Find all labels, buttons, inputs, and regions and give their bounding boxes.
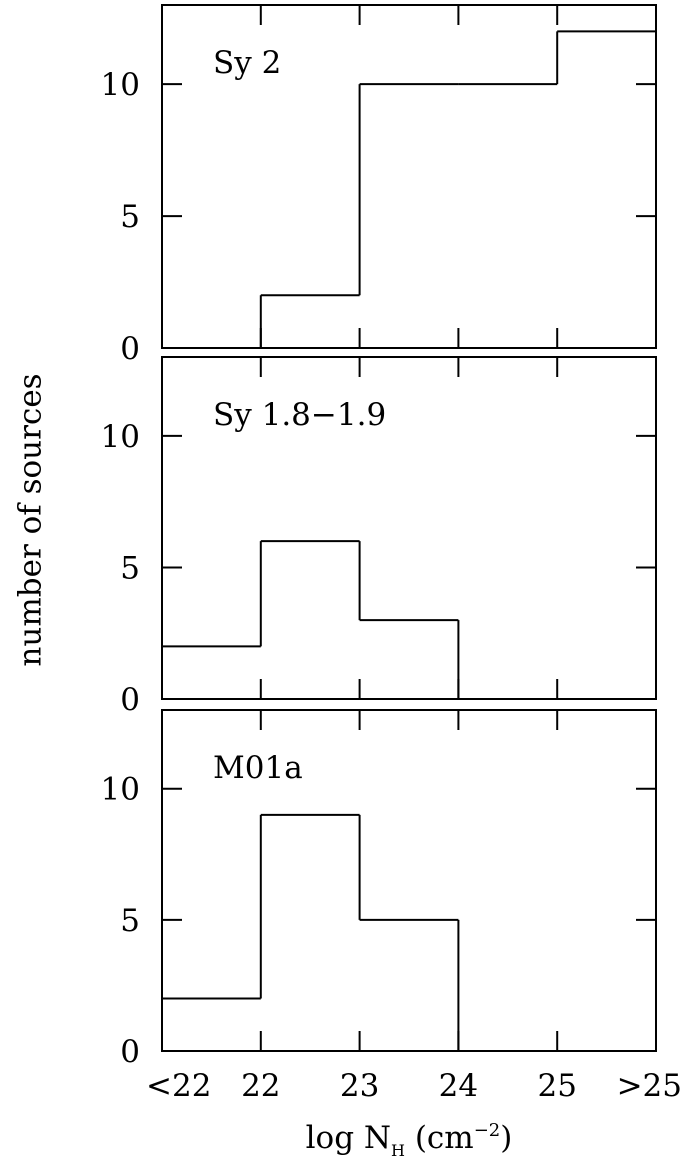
panel-label: M01a <box>213 750 303 786</box>
panel-label: Sy 2 <box>213 45 281 81</box>
x-tick-label: <22 <box>146 1068 211 1104</box>
y-tick-label: 5 <box>120 903 140 939</box>
panel-frame <box>161 709 657 1052</box>
y-tick-label: 5 <box>120 199 140 235</box>
y-axis-label: number of sources <box>13 373 49 666</box>
x-axis-label: log NH (cm−2) <box>306 1120 513 1160</box>
x-tick-label: 24 <box>439 1068 478 1104</box>
x-tick-label: 22 <box>241 1068 280 1104</box>
x-tick-label: 25 <box>537 1068 576 1104</box>
y-tick-label: 0 <box>120 331 140 367</box>
x-label-sub: H <box>391 1141 405 1160</box>
x-label-part: ) <box>500 1120 512 1156</box>
x-label-sup: −2 <box>474 1120 501 1141</box>
y-tick-label: 5 <box>120 550 140 586</box>
y-tick-label: 10 <box>101 67 140 103</box>
panel-frame <box>161 356 657 700</box>
y-tick-label: 0 <box>120 1034 140 1070</box>
panel-frame <box>161 4 657 349</box>
y-tick-label: 10 <box>101 419 140 455</box>
y-tick-label: 10 <box>101 772 140 808</box>
x-label-part: log N <box>306 1120 391 1156</box>
y-tick-label: 0 <box>120 682 140 718</box>
panel-label: Sy 1.8−1.9 <box>213 397 386 433</box>
x-label-part: (cm <box>405 1120 474 1156</box>
x-tick-label: >25 <box>617 1068 682 1104</box>
x-tick-label: 23 <box>340 1068 379 1104</box>
